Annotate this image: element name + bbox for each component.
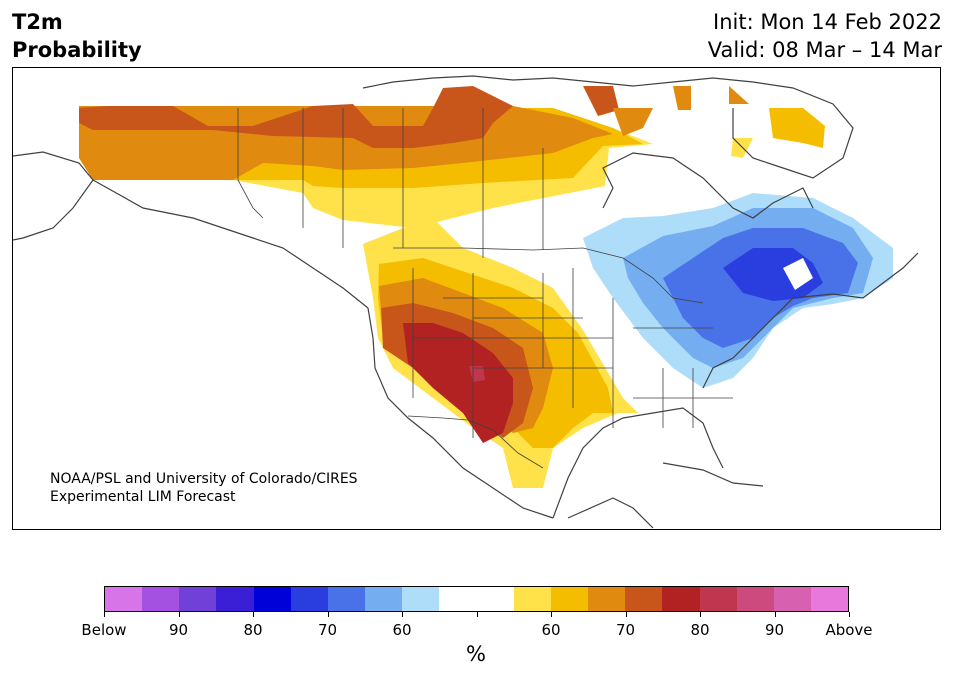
colorbar-tick-label: 60 bbox=[392, 621, 412, 639]
colorbar-tick bbox=[625, 612, 627, 617]
warm-70-greenland-2 bbox=[673, 86, 691, 110]
colorbar-segment bbox=[513, 587, 551, 611]
colorbar-segment bbox=[290, 587, 328, 611]
colorbar-tick bbox=[253, 612, 254, 617]
warm-75-north bbox=[79, 86, 513, 148]
colorbar-segment bbox=[476, 587, 514, 611]
coastline-east bbox=[702, 252, 919, 389]
colorbar-tick bbox=[104, 612, 105, 617]
warm-65-greenland bbox=[769, 108, 825, 148]
warm-80-sw bbox=[403, 323, 513, 443]
colorbar-unit: % bbox=[466, 642, 486, 666]
colorbar-segment bbox=[365, 587, 403, 611]
colorbar-tick bbox=[849, 612, 850, 617]
colorbar-tick-label: 60 bbox=[541, 621, 561, 639]
credit-text: NOAA/PSL and University of Colorado/CIRE… bbox=[50, 470, 358, 506]
colorbar-tick bbox=[551, 612, 552, 617]
colorbar-segment bbox=[810, 587, 849, 611]
state-borders bbox=[412, 268, 733, 438]
colorbar-segment bbox=[773, 587, 811, 611]
title-line-1: T2m bbox=[12, 10, 63, 34]
coastline-west bbox=[367, 307, 554, 519]
forecast-dates: Init: Mon 14 Feb 2022 Valid: 08 Mar – 14… bbox=[708, 8, 942, 64]
colorbar-segment bbox=[253, 587, 291, 611]
warm-60-greenland bbox=[731, 138, 753, 158]
colorbar-tick bbox=[700, 612, 701, 617]
coastline-gulf bbox=[552, 407, 724, 519]
coastline-alaska bbox=[13, 151, 369, 309]
colorbar-tick-label: 90 bbox=[168, 621, 189, 639]
colorbar-segment bbox=[699, 587, 737, 611]
colorbar-tick bbox=[178, 612, 180, 617]
warm-70-greenland bbox=[613, 108, 653, 136]
colorbar-tick bbox=[774, 612, 776, 617]
border-us-mexico bbox=[407, 415, 544, 469]
colorbar-segment bbox=[736, 587, 774, 611]
colorbar-segment bbox=[216, 587, 254, 611]
credit-line-2: Experimental LIM Forecast bbox=[50, 489, 236, 505]
white-hole-quebec bbox=[783, 258, 813, 290]
warm-75-greenland bbox=[583, 86, 619, 116]
colorbar-tick-label: Above bbox=[825, 621, 873, 639]
probability-map bbox=[13, 75, 919, 529]
colorbar-tick-label: 70 bbox=[615, 621, 636, 639]
colorbar-segment bbox=[439, 587, 477, 611]
coastline-hudson bbox=[602, 152, 814, 219]
border-alaska-canada bbox=[237, 108, 264, 219]
coastline-mexico bbox=[567, 497, 654, 529]
colorbar-segment bbox=[105, 587, 143, 611]
chart-title: T2m Probability bbox=[12, 8, 142, 64]
colorbar-tick-label: 90 bbox=[764, 621, 785, 639]
colorbar-tick-label: 80 bbox=[243, 621, 263, 639]
init-date: Init: Mon 14 Feb 2022 bbox=[713, 10, 942, 34]
colorbar-segment bbox=[550, 587, 589, 611]
colorbar-tick-label: 70 bbox=[317, 621, 338, 639]
credit-line-1: NOAA/PSL and University of Colorado/CIRE… bbox=[50, 471, 358, 487]
coastline-cuba bbox=[662, 462, 764, 487]
colorbar-segment bbox=[327, 587, 366, 611]
colorbar-tick bbox=[476, 612, 478, 617]
map-panel: NOAA/PSL and University of Colorado/CIRE… bbox=[12, 67, 941, 530]
colorbar-tick-label: Below bbox=[81, 621, 127, 639]
coastline-arctic bbox=[362, 75, 854, 179]
colorbar-tick bbox=[402, 612, 403, 617]
border-us-canada bbox=[393, 247, 704, 304]
colorbar bbox=[104, 586, 849, 612]
colorbar-segment bbox=[402, 587, 440, 611]
colorbar-tick bbox=[327, 612, 329, 617]
province-borders bbox=[302, 108, 544, 258]
colorbar-segment bbox=[625, 587, 663, 611]
colorbar-segment bbox=[588, 587, 626, 611]
colorbar-segment bbox=[662, 587, 700, 611]
colorbar-segment bbox=[179, 587, 217, 611]
valid-date: Valid: 08 Mar – 14 Mar bbox=[707, 38, 942, 62]
colorbar-segment bbox=[142, 587, 180, 611]
colorbar-tick-label: 80 bbox=[690, 621, 710, 639]
warm-70-greenland-3 bbox=[729, 86, 749, 104]
title-line-2: Probability bbox=[12, 38, 142, 62]
